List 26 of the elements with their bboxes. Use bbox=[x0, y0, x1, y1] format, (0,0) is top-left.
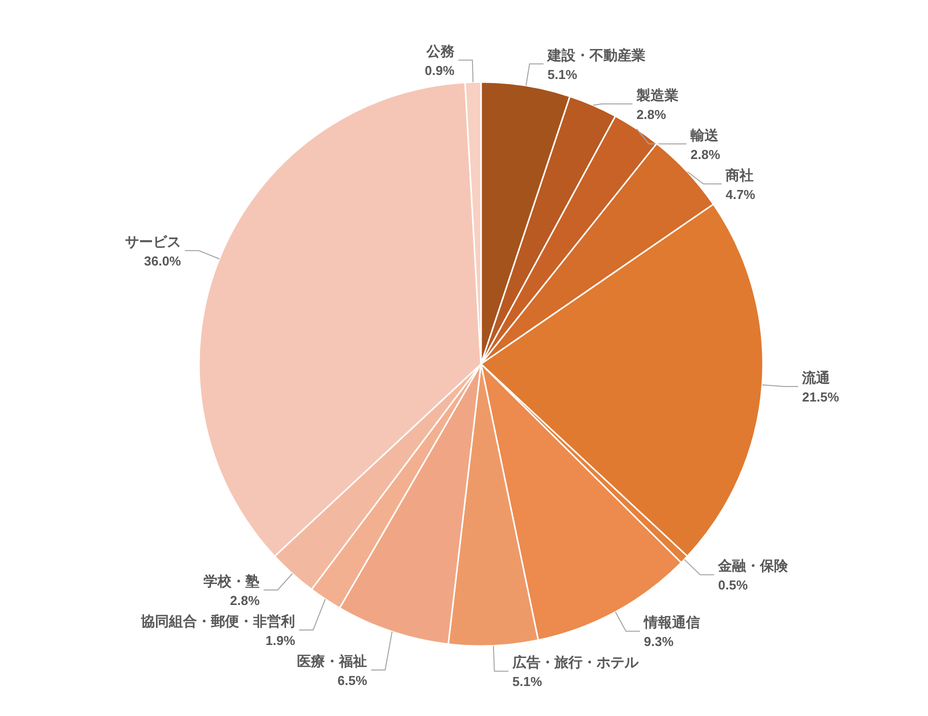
slice-label: 製造業 bbox=[635, 88, 678, 104]
slice-label: 流通 bbox=[801, 369, 832, 386]
slice-label: 商社 bbox=[724, 166, 754, 184]
data-label: 2.8% bbox=[690, 146, 721, 162]
slice-label: 金融・保険 bbox=[717, 558, 790, 575]
data-label: 36.0% bbox=[144, 254, 182, 269]
data-label: 9.3% bbox=[644, 634, 674, 650]
data-label: 21.5% bbox=[802, 389, 840, 404]
slice-label: 建設・不動産業 bbox=[546, 46, 646, 64]
data-label: 6.5% bbox=[338, 672, 368, 688]
data-label: 4.7% bbox=[726, 186, 756, 202]
slice-label: 輸送 bbox=[690, 128, 720, 144]
slice-label: 学校・塾 bbox=[204, 572, 260, 590]
slice-label: 公務 bbox=[425, 44, 456, 60]
slice-label: サービス bbox=[124, 234, 181, 251]
data-label: 1.9% bbox=[266, 632, 296, 648]
slice-label: 協同組合・郵便・非営利 bbox=[140, 614, 296, 630]
slice-label: 情報通信 bbox=[642, 614, 700, 632]
data-label: 0.9% bbox=[424, 63, 455, 78]
data-label: 0.5% bbox=[718, 578, 748, 593]
slice-label: 医療・福祉 bbox=[297, 652, 368, 670]
data-label: 5.1% bbox=[512, 674, 542, 690]
data-label: 2.8% bbox=[636, 106, 667, 122]
data-label: 5.1% bbox=[548, 66, 578, 82]
data-label: 2.8% bbox=[230, 592, 260, 608]
slice-label: 広告・旅行・ホテル bbox=[511, 654, 640, 672]
